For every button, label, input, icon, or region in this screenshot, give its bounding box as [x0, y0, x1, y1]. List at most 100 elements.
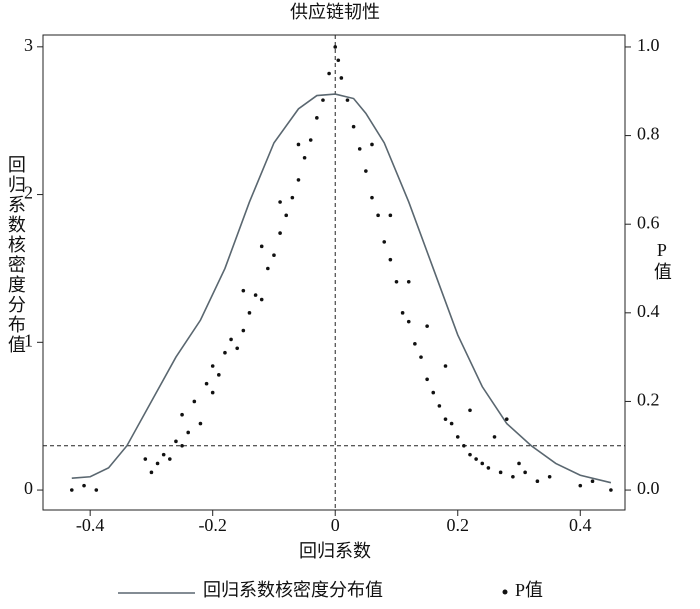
p-value-point	[192, 399, 197, 404]
p-value-point	[253, 293, 258, 297]
x-tick-label: -0.4	[76, 515, 105, 535]
p-value-point	[425, 377, 429, 382]
p-value-point	[266, 266, 270, 271]
p-value-point	[437, 404, 442, 408]
y-tick-label: 3	[24, 35, 33, 55]
y2-tick-label: 0.8	[637, 124, 660, 144]
p-value-point	[400, 311, 405, 315]
x-tick-label: -0.2	[198, 515, 227, 535]
p-value-point	[217, 373, 221, 377]
p-value-point	[210, 390, 215, 395]
p-value-point	[186, 430, 190, 435]
p-value-point	[82, 483, 86, 488]
p-value-point	[272, 253, 276, 258]
y2-tick-label: 0.0	[637, 478, 660, 498]
y-tick-label: 0	[24, 478, 33, 498]
p-value-point	[315, 116, 319, 120]
plot-frame	[42, 34, 626, 511]
p-value-point	[327, 71, 331, 76]
p-value-point	[229, 337, 233, 342]
p-value-point	[523, 470, 527, 475]
p-value-point	[609, 488, 613, 492]
x-tick-label: 0.2	[447, 515, 470, 535]
legend-label: P值	[515, 580, 543, 600]
p-value-point	[241, 328, 246, 333]
p-value-point	[425, 324, 429, 328]
p-value-point	[443, 364, 448, 368]
y2-tick-label: 0.6	[637, 212, 660, 232]
p-value-point	[223, 350, 227, 355]
density-line	[71, 93, 612, 484]
x-tick-label: 0	[331, 515, 340, 535]
p-value-point	[388, 257, 393, 262]
p-value-point	[333, 45, 338, 49]
p-value-point	[284, 213, 289, 218]
p-value-point	[474, 457, 478, 461]
x-tick-label: 0.4	[569, 515, 592, 535]
p-value-point	[382, 240, 387, 244]
p-value-point	[413, 342, 417, 346]
p-value-point	[241, 288, 246, 293]
p-value-point	[492, 435, 497, 439]
p-value-point	[351, 124, 356, 129]
y-axis-label: 回归系数核密度分布值	[6, 155, 26, 355]
p-value-point	[259, 297, 264, 302]
p-value-point	[578, 483, 583, 488]
p-value-point	[517, 461, 521, 466]
p-value-point	[180, 443, 184, 448]
legend-label: 回归系数核密度分布值	[203, 580, 383, 600]
p-value-point	[468, 408, 472, 413]
p-value-point	[336, 58, 341, 63]
y2-tick-label: 1.0	[637, 35, 660, 55]
p-value-point	[296, 142, 301, 147]
p-value-point	[480, 461, 485, 466]
p-value-point	[370, 195, 374, 200]
p-value-point	[235, 346, 240, 351]
p-value-point	[259, 244, 264, 249]
p-value-point	[462, 443, 466, 448]
p-value-point	[168, 457, 172, 461]
p-value-point	[321, 98, 325, 102]
p-value-point	[290, 195, 295, 200]
y2-tick-label: 0.4	[637, 301, 660, 321]
p-value-point	[468, 452, 472, 457]
p-value-point	[69, 488, 74, 492]
p-value-point	[198, 421, 203, 426]
p-value-point	[498, 470, 503, 475]
y2-tick-label: 0.2	[637, 390, 660, 410]
p-value-point	[357, 147, 362, 151]
p-value-point	[149, 470, 154, 475]
p-value-point	[94, 488, 99, 492]
p-value-point	[204, 381, 209, 386]
p-value-point	[155, 461, 160, 466]
p-value-point	[174, 439, 178, 444]
p-value-point	[210, 364, 215, 368]
legend-marker	[502, 589, 508, 595]
p-value-point	[455, 435, 460, 439]
p-value-point	[449, 421, 454, 426]
p-value-point	[370, 142, 374, 147]
p-value-point	[345, 98, 350, 102]
p-value-point	[419, 355, 423, 359]
p-value-point	[180, 412, 184, 417]
p-value-point	[511, 474, 515, 479]
p-value-point	[504, 417, 509, 421]
p-value-point	[143, 457, 148, 461]
p-value-point	[161, 452, 166, 457]
p-value-point	[394, 280, 399, 284]
p-value-point	[278, 231, 282, 235]
p-value-point	[364, 169, 368, 173]
p-value-point	[590, 479, 595, 483]
p-value-point	[406, 280, 411, 284]
p-value-point	[406, 319, 411, 324]
p-value-point	[431, 390, 436, 395]
x-axis-label: 回归系数	[299, 541, 371, 561]
p-value-point	[296, 178, 301, 182]
p-value-point	[339, 76, 344, 80]
p-value-point	[302, 155, 307, 160]
p-value-point	[535, 479, 540, 483]
y-tick-label: 1	[24, 330, 33, 350]
p-value-point	[278, 200, 282, 204]
